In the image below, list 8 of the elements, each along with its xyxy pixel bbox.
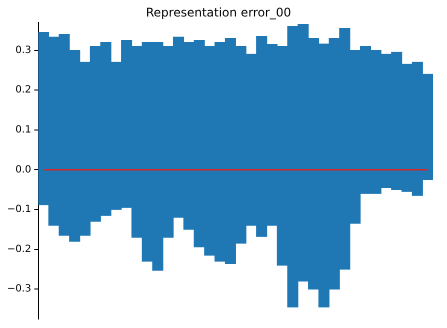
y-tick-label: 0.0 [15,164,32,176]
y-tick-label: 0.3 [15,44,32,56]
y-tick-label: −0.1 [6,204,32,216]
chart-title: Representation error_00 [146,5,292,20]
y-tick-label: −0.3 [6,284,32,295]
y-tick-label: −0.2 [6,244,32,255]
y-tick-label: 0.1 [15,124,32,136]
y-tick-label: 0.2 [15,84,32,96]
